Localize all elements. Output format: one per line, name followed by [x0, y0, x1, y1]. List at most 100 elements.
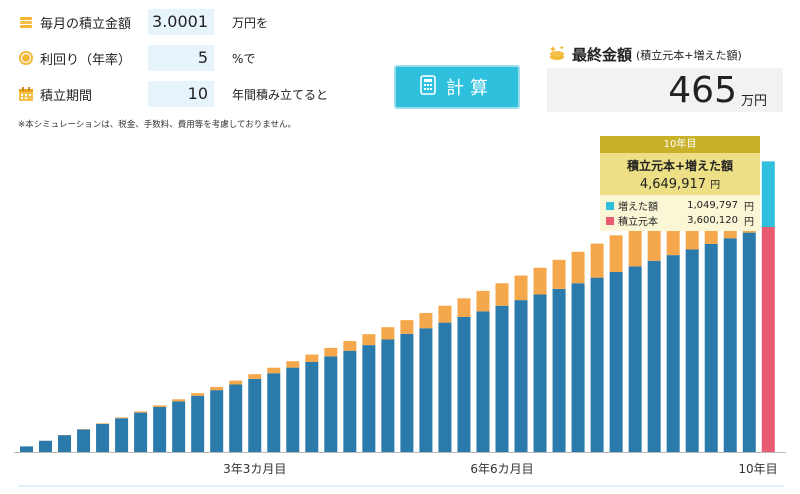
- bar-gain[interactable]: [324, 347, 338, 357]
- tooltip-total-unit: 円: [710, 180, 721, 191]
- bar-gain[interactable]: [476, 290, 490, 312]
- rate-suffix: %で: [232, 51, 256, 66]
- disclaimer-note: ※本シミュレーションは、税金、手数料、費用等を考慮しておりません。: [18, 120, 297, 130]
- bar-gain[interactable]: [267, 367, 281, 374]
- bar-principal[interactable]: [39, 440, 53, 452]
- rate-input[interactable]: 5: [148, 45, 214, 71]
- final-amount-title: 最終金額: [572, 46, 633, 64]
- tooltip-total-value: 4,649,917: [639, 177, 707, 192]
- coin-stack-icon: [18, 14, 34, 30]
- bar-principal[interactable]: [134, 412, 148, 452]
- bar-principal[interactable]: [343, 350, 357, 452]
- chart-tooltip: 10年目 積立元本+増えた額 4,649,917 円 増えた額 1,049,79…: [600, 136, 760, 231]
- bar-principal[interactable]: [609, 272, 623, 452]
- bar-principal[interactable]: [400, 333, 414, 452]
- calculate-button[interactable]: 計算: [394, 65, 520, 109]
- x-tick-label: 3年3カ月目: [223, 462, 286, 476]
- bar-principal[interactable]: [305, 362, 319, 452]
- bar-principal[interactable]: [457, 317, 471, 452]
- bar-gain[interactable]: [495, 283, 509, 306]
- period-row: 積立期間 10 年間積み立てると: [18, 81, 328, 107]
- bar-gain[interactable]: [590, 243, 604, 278]
- calendar-icon: [18, 86, 34, 102]
- bar-gain[interactable]: [761, 161, 775, 227]
- bar-gain[interactable]: [305, 354, 319, 362]
- bar-gain[interactable]: [571, 251, 585, 284]
- bar-gain[interactable]: [210, 386, 224, 391]
- bar-principal[interactable]: [115, 418, 129, 452]
- monthly-amount-label: 毎月の積立金額: [40, 16, 132, 32]
- bar-principal[interactable]: [438, 322, 452, 452]
- bar-principal[interactable]: [533, 294, 547, 453]
- final-amount-header: 最終金額 (積立元本+増えた額): [548, 44, 742, 65]
- bar-principal[interactable]: [628, 266, 642, 452]
- bar-principal[interactable]: [324, 356, 338, 452]
- bar-gain[interactable]: [134, 411, 148, 413]
- bar-principal[interactable]: [761, 226, 775, 452]
- bar-principal[interactable]: [286, 367, 300, 452]
- bar-gain[interactable]: [286, 361, 300, 368]
- bar-gain[interactable]: [381, 327, 395, 340]
- bar-principal[interactable]: [153, 407, 167, 452]
- bar-principal[interactable]: [229, 384, 243, 453]
- bar-principal[interactable]: [362, 345, 376, 452]
- bar-gain[interactable]: [400, 320, 414, 334]
- tooltip-principal-row: 積立元本 3,600,120 円: [606, 213, 754, 228]
- monthly-amount-row: 毎月の積立金額 3.0001 万円を: [18, 9, 268, 35]
- bar-principal[interactable]: [248, 378, 262, 452]
- bar-principal[interactable]: [191, 395, 205, 452]
- bar-principal[interactable]: [20, 446, 33, 452]
- bar-gain[interactable]: [248, 374, 262, 379]
- bar-principal[interactable]: [552, 288, 566, 452]
- period-input[interactable]: 10: [148, 81, 214, 107]
- bar-principal[interactable]: [267, 373, 281, 452]
- calculate-button-label: 計算: [446, 78, 494, 99]
- bar-gain[interactable]: [153, 405, 167, 407]
- bar-principal[interactable]: [58, 435, 72, 452]
- bar-gain[interactable]: [172, 399, 186, 402]
- bar-gain[interactable]: [514, 275, 528, 301]
- bar-gain[interactable]: [609, 235, 623, 272]
- bar-gain[interactable]: [96, 423, 110, 424]
- calculator-icon: [420, 74, 436, 100]
- bar-gain[interactable]: [191, 393, 205, 396]
- tooltip-principal-value: 3,600,120: [687, 215, 738, 226]
- bar-gain[interactable]: [419, 312, 433, 329]
- rate-row: 利回り（年率） 5 %で: [18, 45, 255, 71]
- rate-label: 利回り（年率）: [40, 52, 132, 68]
- bar-principal[interactable]: [77, 429, 91, 453]
- bar-gain[interactable]: [362, 334, 376, 346]
- period-suffix: 年間積み立てると: [232, 87, 329, 102]
- bar-principal[interactable]: [381, 339, 395, 453]
- x-tick-label: 6年6カ月目: [470, 462, 533, 476]
- period-label: 積立期間: [40, 88, 93, 104]
- bar-gain[interactable]: [229, 380, 243, 385]
- bar-principal[interactable]: [495, 305, 509, 452]
- monthly-amount-input[interactable]: 3.0001: [148, 9, 214, 35]
- bar-principal[interactable]: [514, 300, 528, 452]
- bar-gain[interactable]: [438, 305, 452, 323]
- bar-principal[interactable]: [685, 249, 699, 453]
- bar-principal[interactable]: [571, 283, 585, 452]
- coins-sparkle-icon: [548, 45, 566, 65]
- bar-gain[interactable]: [533, 267, 547, 295]
- bar-gain[interactable]: [343, 341, 357, 351]
- bar-principal[interactable]: [210, 390, 224, 452]
- bar-principal[interactable]: [647, 260, 661, 452]
- bar-principal[interactable]: [419, 328, 433, 452]
- bar-principal[interactable]: [704, 243, 718, 452]
- bar-principal[interactable]: [742, 232, 756, 452]
- bar-gain[interactable]: [457, 298, 471, 317]
- tooltip-period: 10年目: [600, 136, 760, 153]
- tooltip-principal-unit: 円: [744, 217, 754, 228]
- bar-principal[interactable]: [172, 401, 186, 452]
- tooltip-gain-label: 増えた額: [618, 202, 658, 213]
- bar-principal[interactable]: [476, 311, 490, 452]
- bar-gain[interactable]: [552, 259, 566, 289]
- bar-principal[interactable]: [723, 238, 737, 452]
- bar-principal[interactable]: [96, 423, 110, 452]
- bar-gain[interactable]: [628, 226, 642, 267]
- bar-principal[interactable]: [590, 277, 604, 452]
- bar-gain[interactable]: [115, 417, 129, 419]
- bar-principal[interactable]: [666, 255, 680, 452]
